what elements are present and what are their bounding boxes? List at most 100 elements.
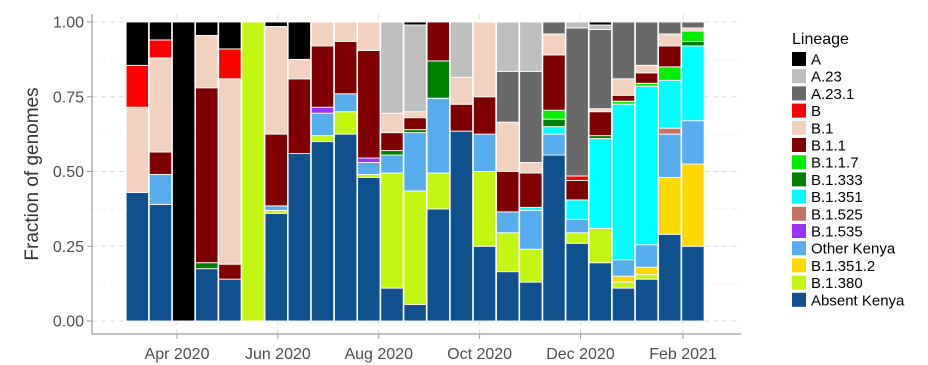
- y-tick-label: 1.00: [53, 15, 84, 32]
- bar-segment: [611, 78, 636, 96]
- bar-segment: [195, 21, 219, 36]
- bar-segment: [634, 244, 659, 268]
- bar-segment: [681, 245, 705, 322]
- legend-swatch: [792, 292, 806, 307]
- bar-segment: [403, 132, 427, 192]
- bar-segment: [588, 262, 612, 322]
- bar-segment: [125, 64, 149, 108]
- bar-segment: [403, 304, 427, 322]
- bar-segment: [449, 103, 474, 132]
- bar-segment: [496, 211, 520, 234]
- bar-segment: [287, 153, 312, 322]
- bar-segment: [542, 109, 566, 120]
- legend-swatch: [792, 241, 806, 256]
- bar-segment: [310, 21, 335, 47]
- bar-segment: [125, 21, 149, 66]
- bar-segment: [195, 87, 219, 264]
- bar-segment: [611, 103, 636, 261]
- legend-swatch: [792, 138, 806, 152]
- bar-segment: [658, 66, 682, 81]
- legend-label: B.1: [811, 120, 834, 137]
- bar-segment: [472, 133, 497, 172]
- bar-segment: [218, 21, 242, 50]
- bar-segment: [634, 64, 659, 74]
- bar-segment: [334, 133, 358, 322]
- bar-segment: [658, 127, 682, 135]
- bar-segment: [658, 79, 682, 129]
- bar-segment: [519, 209, 543, 250]
- bar-segment: [611, 281, 636, 289]
- y-axis-title: Fraction of genomes: [22, 87, 43, 260]
- legend-title: Lineage: [792, 31, 849, 48]
- bar-segment: [125, 106, 149, 193]
- bar-segment: [496, 21, 520, 72]
- legend-label: B.1.351.2: [811, 258, 875, 275]
- bar-segment: [264, 133, 288, 207]
- bar-segment: [357, 21, 381, 51]
- legend-swatch: [792, 172, 806, 187]
- bar-segment: [565, 242, 589, 322]
- x-tick-label: Feb 2021: [649, 346, 717, 363]
- bar-segment: [496, 70, 520, 123]
- bar-segment: [542, 118, 566, 128]
- bar-segment: [681, 30, 705, 42]
- bar-segment: [658, 133, 682, 178]
- bar-segment: [218, 278, 242, 322]
- legend-swatch: [792, 103, 806, 118]
- bar-segment: [357, 49, 381, 159]
- bar-segment: [681, 45, 705, 122]
- bar-segment: [287, 78, 312, 155]
- bar-segment: [334, 111, 358, 135]
- bar-segment: [426, 172, 450, 210]
- axes: 0.00 0.25 0.50 0.75 1.00 Apr 2020 Jun 2020 Aug …: [53, 14, 741, 363]
- bar-segment: [634, 274, 659, 280]
- bar-segment: [403, 21, 427, 26]
- bar-segment: [357, 157, 381, 163]
- bar-segment: [565, 27, 589, 177]
- legend-label: B: [811, 103, 821, 120]
- bar-segment: [542, 133, 566, 156]
- bar-segment: [310, 135, 335, 143]
- bar-segment: [148, 57, 173, 153]
- x-tick-label: Aug 2020: [344, 346, 413, 363]
- bar-segment: [611, 21, 636, 80]
- bar-segment: [403, 24, 427, 113]
- x-tick-label: Dec 2020: [546, 346, 615, 363]
- bar-segment: [611, 94, 636, 102]
- legend-label: A.23.1: [811, 86, 854, 103]
- bar-segment: [125, 191, 149, 322]
- legend-swatch: [792, 155, 806, 170]
- bar-segment: [380, 150, 404, 156]
- bar-segment: [148, 174, 173, 205]
- legend-label: B.1.525: [811, 206, 863, 223]
- legend-swatch: [792, 69, 806, 84]
- legend-label: Other Kenya: [811, 241, 896, 258]
- bar-segment: [449, 130, 474, 322]
- bar-segment: [681, 40, 705, 47]
- bar-segment: [380, 154, 404, 174]
- bar-segment: [658, 33, 682, 47]
- bar-segment: [287, 21, 312, 60]
- bar-segment: [565, 232, 589, 244]
- bar-segment: [264, 21, 288, 27]
- bar-segment: [611, 287, 636, 322]
- bar-segment: [357, 177, 381, 322]
- bar-segment: [472, 171, 497, 247]
- bar-segment: [310, 106, 335, 114]
- bar-segment: [519, 281, 543, 322]
- bar-segment: [658, 233, 682, 322]
- bar-segment: [472, 245, 497, 322]
- y-tick-label: 0.75: [53, 89, 84, 106]
- legend-swatch: [792, 258, 806, 273]
- bar-segment: [426, 208, 450, 322]
- x-tick-label: Jun 2020: [245, 346, 311, 363]
- x-tick-label: Oct 2020: [447, 346, 512, 363]
- legend-label: A.23: [811, 69, 842, 86]
- bar-segment: [264, 205, 288, 211]
- bar-segment: [287, 58, 312, 80]
- bar-segment: [496, 171, 520, 213]
- bar-segment: [195, 35, 219, 89]
- bar-segment: [681, 21, 705, 29]
- bar-segment: [565, 218, 589, 234]
